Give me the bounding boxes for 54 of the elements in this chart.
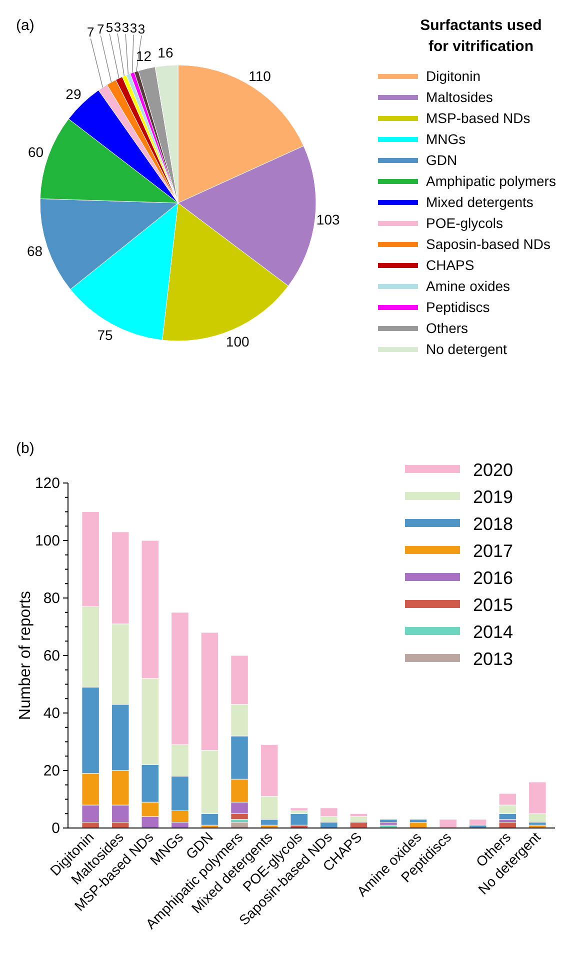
legend-label: No detergent <box>426 341 508 357</box>
bar <box>290 808 308 811</box>
legend-label: 2016 <box>473 568 514 588</box>
legend-title: Surfactants used for vitrification <box>420 17 542 55</box>
data-label: 16 <box>158 44 174 61</box>
y-tick-label: 0 <box>52 820 60 837</box>
legend-label: Others <box>426 320 468 336</box>
legend-label: MNGs <box>426 131 466 147</box>
data-label: 5 <box>106 20 114 35</box>
y-tick-label: 60 <box>43 648 60 664</box>
legend-label: Peptidiscs <box>426 299 490 315</box>
bar <box>290 813 308 826</box>
data-label: 3 <box>122 20 130 36</box>
data-label: 100 <box>226 334 250 350</box>
legend-label: 2014 <box>473 622 514 642</box>
data-label: 12 <box>136 48 152 64</box>
text: (a) <box>16 17 34 34</box>
legend-label: Saposin-based NDs <box>426 236 551 252</box>
y-tick-label: 40 <box>43 705 60 722</box>
legend-label: 2019 <box>473 487 514 507</box>
data-label: 68 <box>26 242 43 259</box>
legend-label: CHAPS <box>426 257 474 273</box>
legend-label: GDN <box>426 152 458 168</box>
legend-label: Amphipatic polymers <box>426 173 556 189</box>
text: (b) <box>16 440 34 457</box>
y-axis-title: Number of reports <box>17 591 34 720</box>
legend-label: 2020 <box>473 460 514 480</box>
bar <box>380 819 398 822</box>
bar <box>439 819 457 828</box>
data-label: 29 <box>66 86 82 102</box>
legend-label: Mixed detergents <box>426 194 534 210</box>
bar <box>380 822 398 826</box>
data-label: 110 <box>248 68 272 84</box>
legend-label: Digitonin <box>426 68 480 84</box>
data-label: 7 <box>87 24 94 40</box>
bar <box>468 819 487 826</box>
y-tick-label: 120 <box>34 475 60 492</box>
legend-label: 2018 <box>473 514 514 534</box>
legend-label: 2013 <box>473 649 514 669</box>
legend-label: 2017 <box>473 541 514 561</box>
legend-label: Maltosides <box>426 89 493 105</box>
data-label: 7 <box>97 22 104 37</box>
y-tick-label: 80 <box>43 590 60 607</box>
y-tick-label: 100 <box>34 532 60 550</box>
legend-label: 2015 <box>473 595 514 615</box>
data-label: 3 <box>138 22 146 37</box>
y-tick-label: 20 <box>43 762 60 780</box>
data-label: 3 <box>114 20 122 35</box>
legend-label: POE-glycols <box>426 215 504 231</box>
data-label: 75 <box>97 327 114 344</box>
legend-label: MSP-based NDs <box>426 110 530 126</box>
legend-label: Amine oxides <box>426 278 510 294</box>
data-label: 103 <box>316 211 340 228</box>
data-label: 3 <box>130 20 138 36</box>
